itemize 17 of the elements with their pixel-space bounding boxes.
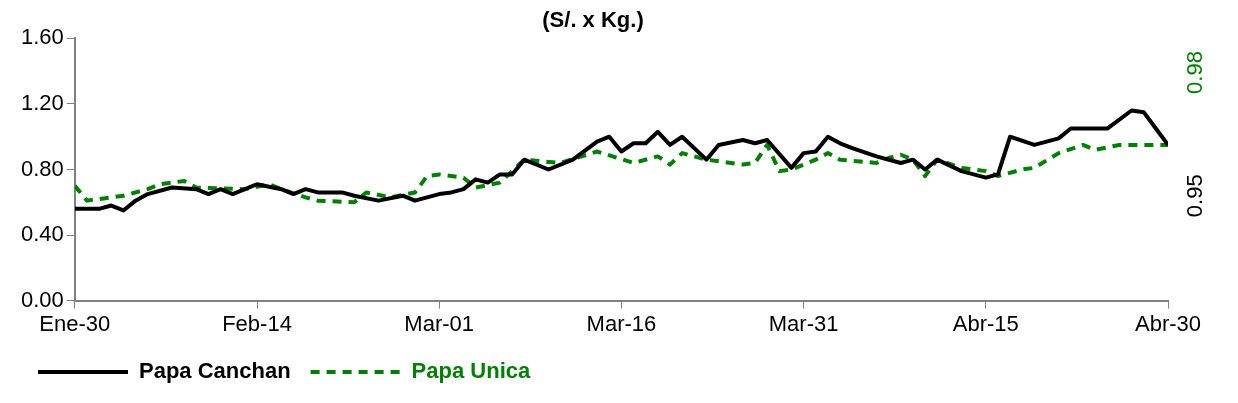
legend-label: Papa Unica	[411, 358, 531, 384]
x-tick-label: Mar-16	[586, 310, 657, 336]
x-tick-label: Mar-01	[404, 310, 475, 336]
legend-label: Papa Canchan	[139, 358, 291, 384]
x-tick-label: Abr-15	[952, 310, 1019, 336]
y-tick-label: 1.60	[20, 24, 64, 50]
x-tick-label: Mar-31	[768, 310, 839, 336]
y-tick-label: 0.00	[20, 286, 64, 312]
x-tick-label: Feb-14	[222, 310, 292, 336]
chart-title: (S/. x Kg.)	[542, 7, 644, 33]
y-tick-label: 0.40	[20, 221, 64, 247]
text: 0.98	[1182, 51, 1208, 94]
y-tick-label: 1.20	[20, 90, 64, 116]
x-tick-label: Ene-30	[39, 310, 111, 336]
text: 0.95	[1182, 174, 1208, 218]
x-tick-label: Abr-30	[1134, 310, 1202, 336]
y-tick-label: 0.80	[20, 155, 64, 181]
